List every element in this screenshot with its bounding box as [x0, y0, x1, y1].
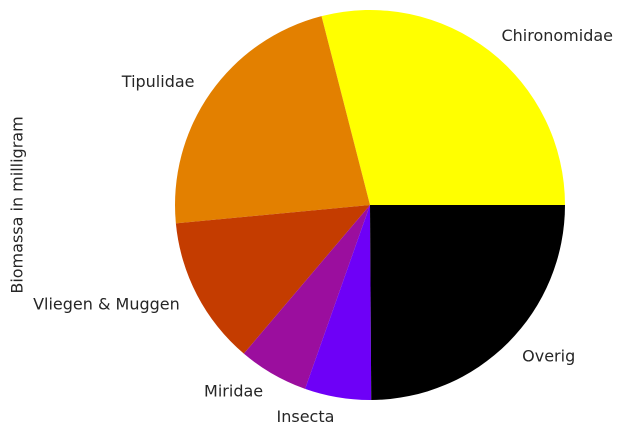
pie-labels: Chironomidae Tipulidae Vliegen & Muggen Mir…: [33, 26, 613, 426]
y-axis-label: Biomassa in milligram: [8, 116, 27, 293]
pie-slice-tipulidae: [175, 16, 370, 224]
slice-label-tipulidae: Tipulidae: [121, 72, 195, 91]
slice-label-vliegen-muggen: Vliegen & Muggen: [33, 295, 180, 314]
slice-label-chironomidae: Chironomidae: [501, 26, 613, 45]
pie-slice-overig: [370, 205, 565, 400]
pie-slice-miridae: [243, 205, 370, 389]
pie-slice-insecta: [305, 205, 372, 401]
slice-label-insecta: Insecta: [277, 407, 335, 426]
slice-label-overig: Overig: [522, 347, 575, 366]
pie-slice-chironomidae: [321, 10, 565, 205]
pie-slices: [175, 10, 565, 401]
slice-label-miridae: Miridae: [204, 381, 263, 400]
pie-slice-vliegen-muggen: [175, 205, 370, 354]
